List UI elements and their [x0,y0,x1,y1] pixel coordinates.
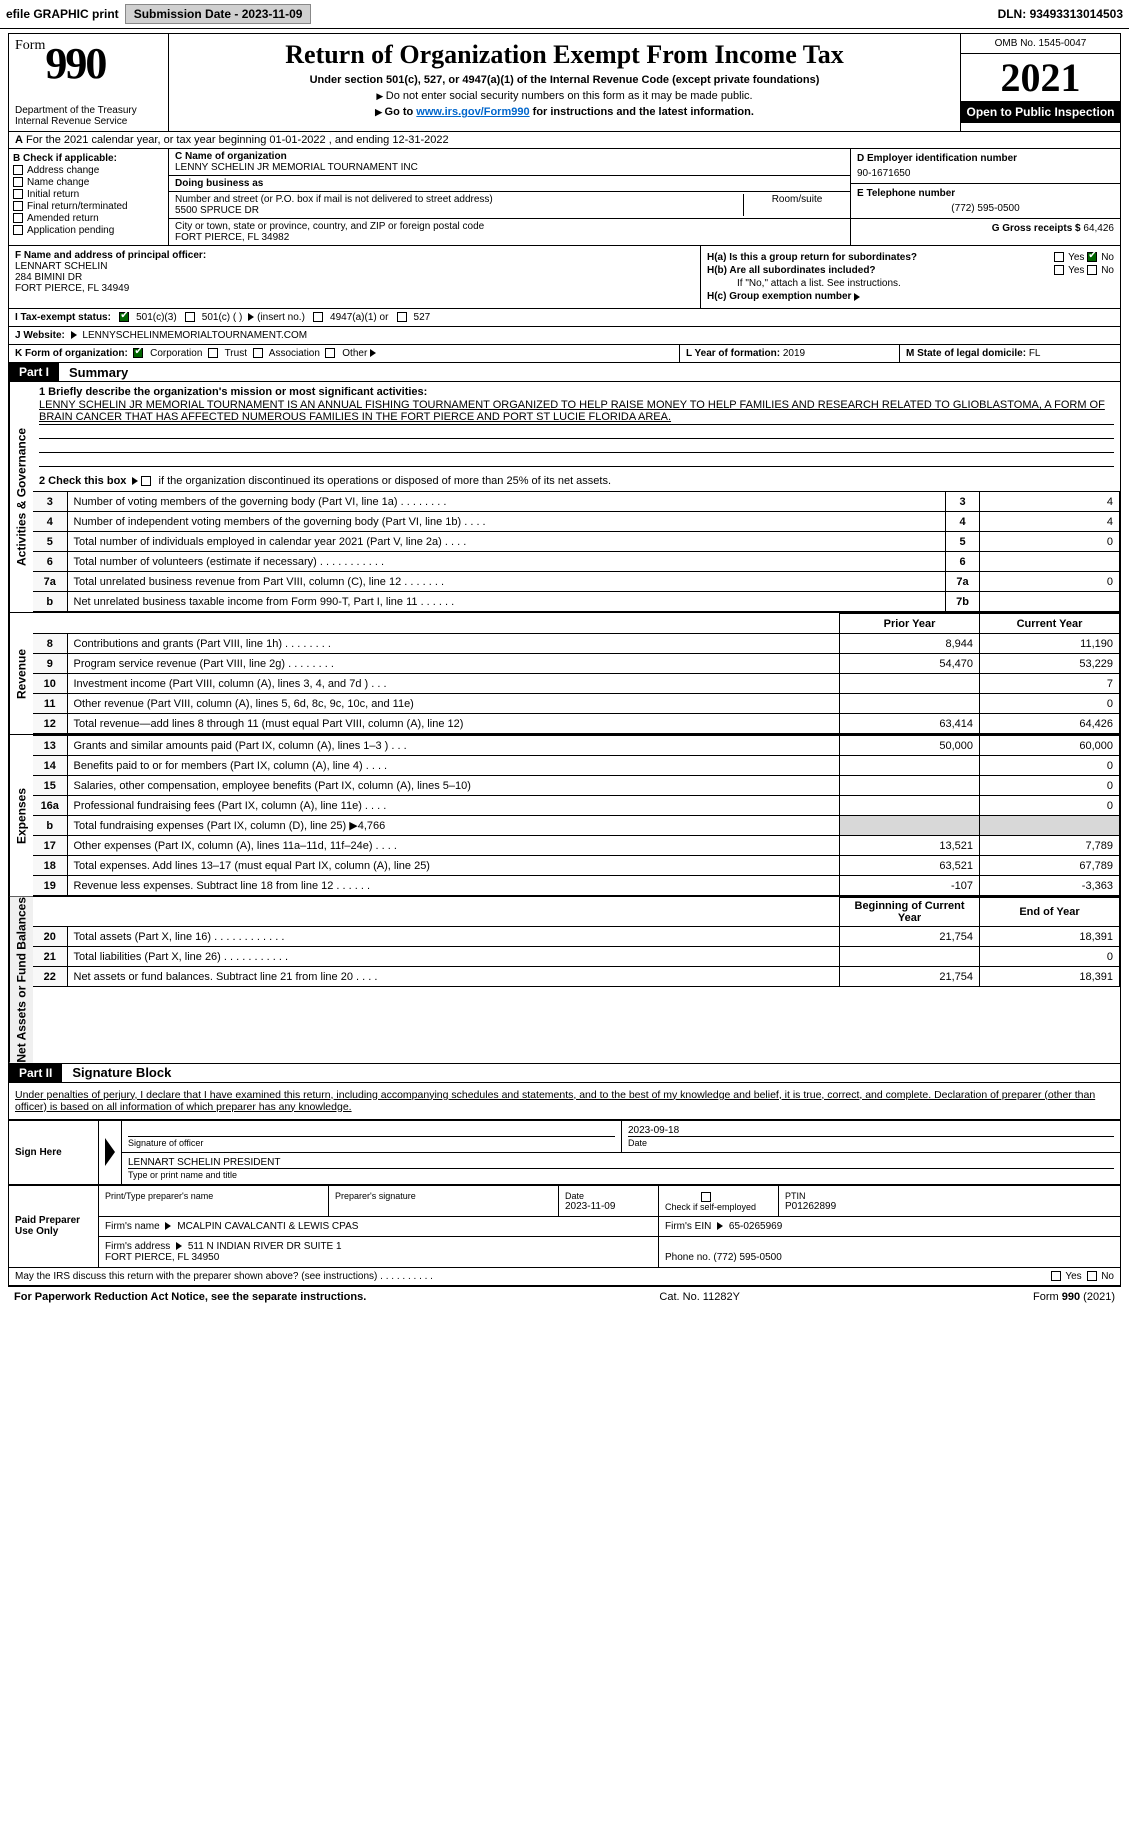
table-row: 22Net assets or fund balances. Subtract … [33,967,1120,987]
section-fh: F Name and address of principal officer:… [8,246,1121,309]
part1-header: Part I Summary [8,363,1121,382]
table-row: 3Number of voting members of the governi… [33,492,1120,512]
chk-pending[interactable]: Application pending [13,225,164,236]
dln: DLN: 93493313014503 [998,7,1123,21]
row-j: J Website: LENNYSCHELINMEMORIALTOURNAMEN… [8,327,1121,345]
table-row: 6Total number of volunteers (estimate if… [33,552,1120,572]
col-de: D Employer identification number 90-1671… [850,149,1120,245]
table-row: 11Other revenue (Part VIII, column (A), … [33,694,1120,714]
table-row: 13Grants and similar amounts paid (Part … [33,736,1120,756]
table-row: 5Total number of individuals employed in… [33,532,1120,552]
net-tab: Net Assets or Fund Balances [9,897,33,1063]
gross-receipts: 64,426 [1083,223,1114,234]
gov-tab: Activities & Governance [9,382,33,612]
year-block: OMB No. 1545-0047 2021 Open to Public In… [960,34,1120,131]
exp-section: Expenses 13Grants and similar amounts pa… [8,735,1121,897]
sign-here-label: Sign Here [9,1120,99,1184]
table-row: 9Program service revenue (Part VIII, lin… [33,654,1120,674]
table-row: 4Number of independent voting members of… [33,512,1120,532]
paid-prep-label: Paid Preparer Use Only [9,1185,99,1267]
declaration: Under penalties of perjury, I declare th… [8,1083,1121,1120]
city: FORT PIERCE, FL 34982 [175,232,844,243]
gov-table: 3Number of voting members of the governi… [33,491,1120,612]
form-title: Return of Organization Exempt From Incom… [179,40,950,70]
dept-label: Department of the Treasury Internal Reve… [15,105,162,127]
table-row: 15Salaries, other compensation, employee… [33,776,1120,796]
efile-label: efile GRAPHIC print [6,7,119,21]
footer: For Paperwork Reduction Act Notice, see … [8,1286,1121,1307]
table-row: bNet unrelated business taxable income f… [33,592,1120,612]
part2-header: Part II Signature Block [8,1064,1121,1083]
website: LENNYSCHELINMEMORIALTOURNAMENT.COM [82,330,307,341]
chk-final[interactable]: Final return/terminated [13,201,164,212]
chk-initial[interactable]: Initial return [13,189,164,200]
table-row: bTotal fundraising expenses (Part IX, co… [33,816,1120,836]
form-header: Form990 Department of the Treasury Inter… [8,33,1121,132]
col-b: B Check if applicable: Address change Na… [9,149,169,245]
table-row: 8Contributions and grants (Part VIII, li… [33,634,1120,654]
table-row: 17Other expenses (Part IX, column (A), l… [33,836,1120,856]
discuss-row: May the IRS discuss this return with the… [8,1268,1121,1286]
gov-section: Activities & Governance 1 Briefly descri… [8,382,1121,613]
phone: (772) 595-0500 [857,203,1114,214]
instructions-link[interactable]: www.irs.gov/Form990 [416,106,529,118]
table-row: 10Investment income (Part VIII, column (… [33,674,1120,694]
table-row: 20Total assets (Part X, line 16) . . . .… [33,927,1120,947]
chk-name[interactable]: Name change [13,177,164,188]
table-row: 16aProfessional fundraising fees (Part I… [33,796,1120,816]
arrow-icon [105,1138,115,1166]
col-h: H(a) Is this a group return for subordin… [700,246,1120,308]
rev-table: Prior YearCurrent Year 8Contributions an… [33,613,1120,734]
form-id-block: Form990 Department of the Treasury Inter… [9,34,169,131]
form-title-block: Return of Organization Exempt From Incom… [169,34,960,131]
row-a: A For the 2021 calendar year, or tax yea… [8,132,1121,149]
table-row: 14Benefits paid to or for members (Part … [33,756,1120,776]
paid-preparer-table: Paid Preparer Use Only Print/Type prepar… [8,1185,1121,1268]
row-i: I Tax-exempt status: 501(c)(3) 501(c) ( … [8,309,1121,327]
net-section: Net Assets or Fund Balances Beginning of… [8,897,1121,1064]
submission-date-button[interactable]: Submission Date - 2023-11-09 [125,4,312,24]
table-row: 12Total revenue—add lines 8 through 11 (… [33,714,1120,734]
table-row: 19Revenue less expenses. Subtract line 1… [33,876,1120,896]
sign-here-table: Sign Here Signature of officer 2023-09-1… [8,1120,1121,1185]
org-name: LENNY SCHELIN JR MEMORIAL TOURNAMENT INC [175,162,844,173]
mission-block: 1 Briefly describe the organization's mi… [33,382,1120,491]
table-row: 18Total expenses. Add lines 13–17 (must … [33,856,1120,876]
col-f: F Name and address of principal officer:… [9,246,700,308]
street: 5500 SPRUCE DR [175,205,737,216]
chk-address[interactable]: Address change [13,165,164,176]
rev-section: Revenue Prior YearCurrent Year 8Contribu… [8,613,1121,735]
section-bc: B Check if applicable: Address change Na… [8,149,1121,246]
arrow-icon [854,293,860,301]
rev-tab: Revenue [9,613,33,734]
ein: 90-1671650 [857,168,1114,179]
col-c: C Name of organization LENNY SCHELIN JR … [169,149,850,245]
table-row: 7aTotal unrelated business revenue from … [33,572,1120,592]
exp-tab: Expenses [9,735,33,896]
topbar: efile GRAPHIC print Submission Date - 20… [0,0,1129,29]
chk-amended[interactable]: Amended return [13,213,164,224]
table-row: 21Total liabilities (Part X, line 26) . … [33,947,1120,967]
exp-table: 13Grants and similar amounts paid (Part … [33,735,1120,896]
net-table: Beginning of Current YearEnd of Year 20T… [33,897,1120,987]
row-k: K Form of organization: Corporation Trus… [8,345,1121,363]
